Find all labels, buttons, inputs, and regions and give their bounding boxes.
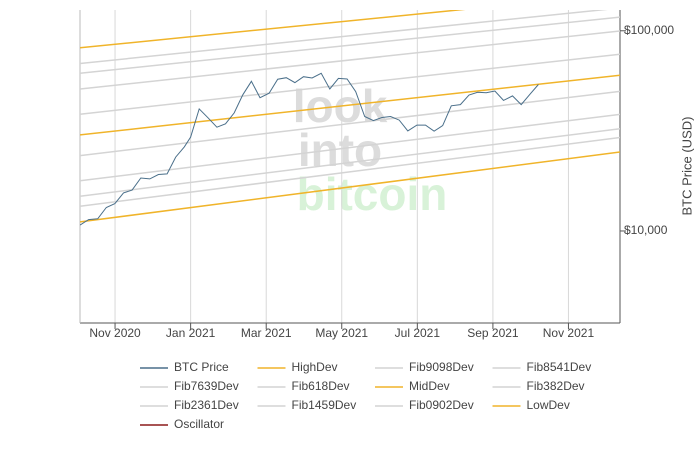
legend-item: LowDev: [492, 398, 570, 412]
x-tick-label: Nov 2021: [543, 326, 595, 340]
legend-label: LowDev: [527, 398, 570, 412]
legend-label: Fib2361Dev: [174, 398, 239, 412]
series-line: [80, 128, 620, 198]
series-line: [80, 113, 620, 182]
series-line: [80, 136, 620, 207]
x-tick-label: Mar 2021: [241, 326, 292, 340]
legend-label: Fib382Dev: [527, 379, 585, 393]
legend-item: Oscillator: [140, 417, 224, 431]
legend-label: HighDev: [292, 360, 338, 374]
legend-item: HighDev: [257, 360, 338, 374]
x-tick-label: Jul 2021: [395, 326, 441, 340]
legend-label: Fib9098Dev: [409, 360, 474, 374]
series-line: [80, 30, 620, 90]
legend-item: Fib382Dev: [492, 379, 585, 393]
series-line: [80, 74, 620, 136]
legend-item: Fib9098Dev: [375, 360, 474, 374]
legend-label: Oscillator: [174, 417, 224, 431]
plot-lines: [80, 10, 620, 226]
legend-item: Fib2361Dev: [140, 398, 239, 412]
legend-label: Fib7639Dev: [174, 379, 239, 393]
series-line: [80, 90, 620, 157]
series-line: [80, 10, 466, 49]
watermark-text: bitcoin: [297, 168, 448, 220]
legend-label: Fib1459Dev: [292, 398, 357, 412]
x-tick-label: Nov 2020: [89, 326, 141, 340]
legend-label: Fib0902Dev: [409, 398, 474, 412]
legend-item: Fib0902Dev: [375, 398, 474, 412]
legend-label: MidDev: [409, 379, 450, 393]
legend-item: Fib7639Dev: [140, 379, 239, 393]
series-line: [80, 151, 620, 223]
legend-label: Fib8541Dev: [527, 360, 592, 374]
legend-label: Fib618Dev: [292, 379, 350, 393]
legend-item: Fib1459Dev: [257, 398, 357, 412]
series-line: [80, 53, 620, 115]
series-line: [80, 16, 620, 74]
series-line: [80, 10, 608, 65]
y-tick-label: $10,000: [624, 223, 668, 237]
x-tick-label: May 2021: [315, 326, 368, 340]
legend-item: MidDev: [375, 379, 450, 393]
x-tick-label: Jan 2021: [166, 326, 216, 340]
legend-label: BTC Price: [174, 360, 229, 374]
y-tick-label: $100,000: [624, 23, 674, 37]
watermark: look into bitcoin: [293, 80, 448, 220]
y-axis-title: BTC Price (USD): [679, 117, 694, 216]
series-line: [80, 72, 539, 226]
legend-item: Fib8541Dev: [492, 360, 592, 374]
x-tick-label: Sep 2021: [467, 326, 519, 340]
legend-item: BTC Price: [140, 360, 229, 374]
legend-item: Fib618Dev: [257, 379, 350, 393]
